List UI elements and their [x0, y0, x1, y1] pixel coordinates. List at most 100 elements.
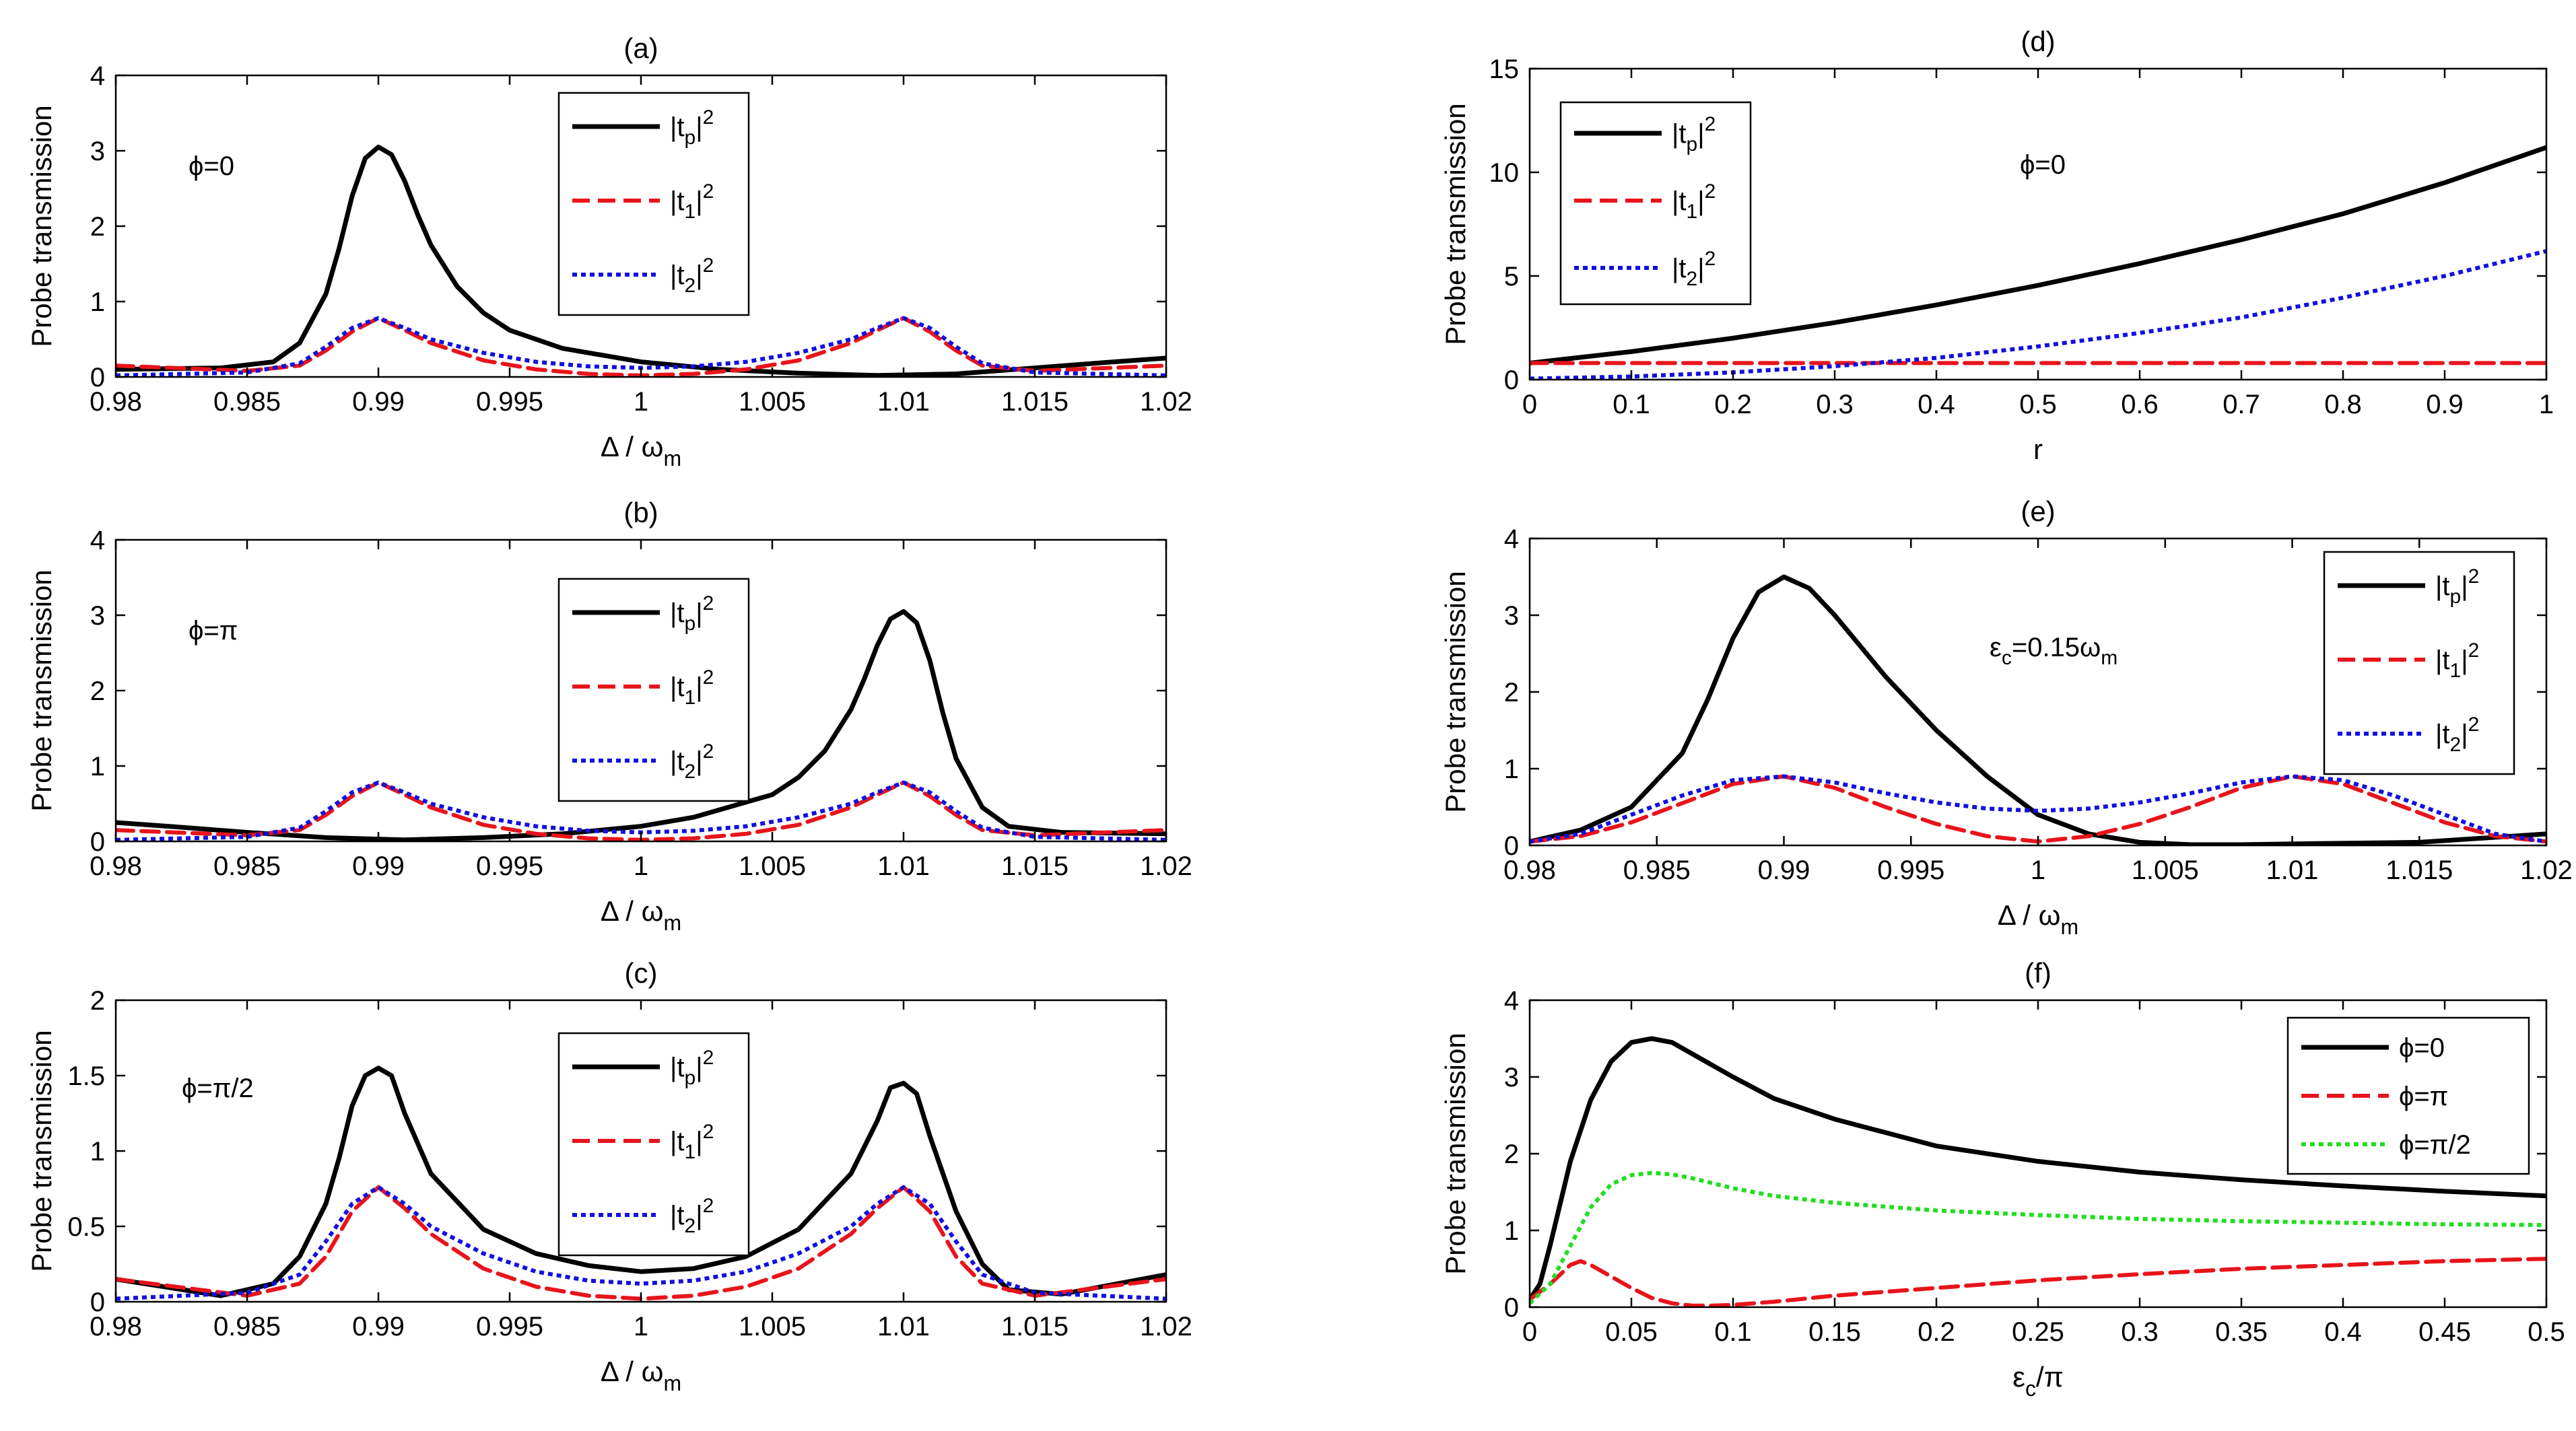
x-tick-label: 1	[634, 387, 648, 417]
x-tick-label: 0.2	[1714, 390, 1752, 419]
y-tick-label: 0	[90, 827, 105, 857]
x-tick-label: 0.985	[1623, 856, 1691, 885]
legend-label: |t2|2	[670, 740, 714, 783]
x-tick-label: 1.005	[739, 1312, 806, 1341]
panel-e: (e) 0.98 0.985 0.99 0.995 1 1.005 1.01 1.015 1.02…	[1439, 495, 2573, 939]
x-tick-label: 0.35	[2215, 1317, 2268, 1347]
x-tick-label: 1	[634, 1312, 648, 1341]
y-axis-label: Probe transmission	[26, 105, 57, 347]
legend-box	[557, 92, 750, 316]
y-tick-label: 1	[1504, 1216, 1519, 1246]
y-tick-label: 2	[1504, 1140, 1519, 1169]
y-tick-label: 1	[90, 287, 105, 317]
legend-box	[557, 1032, 750, 1257]
x-tick-label: 0.995	[476, 851, 543, 881]
x-tick-label: 0.05	[1605, 1317, 1658, 1347]
y-tick-label: 1	[90, 752, 105, 781]
y-tick-label: 0	[1504, 1293, 1519, 1323]
legend-label: ϕ=π/2	[2399, 1130, 2471, 1160]
legend-label: |tp|2	[670, 592, 714, 635]
x-tick-label: 1.015	[1001, 1312, 1069, 1341]
x-tick-label: 0.8	[2324, 390, 2362, 419]
x-tick-label: 0.98	[90, 387, 142, 417]
y-tick-label: 3	[1504, 1063, 1519, 1092]
annotation: ϕ=π/2	[182, 1074, 254, 1103]
y-tick-label: 1	[1504, 755, 1519, 784]
x-tick-label: 1.02	[1140, 1312, 1192, 1341]
series-line-1	[116, 144, 1166, 377]
x-tick-label: 0	[1522, 1317, 1537, 1347]
x-tick-label: 0.1	[1714, 1317, 1752, 1347]
panel-b: (b) 0.98 0.985 0.99 0.995 1 1.005 1.01 1.015 1.02…	[26, 497, 1192, 935]
x-tick-label: 1.01	[877, 387, 930, 417]
x-tick-label: 0.4	[1918, 390, 1955, 419]
x-tick-label: 0.45	[2418, 1317, 2471, 1347]
x-tick-label: 0.99	[352, 851, 405, 881]
y-tick-label: 0	[1504, 365, 1519, 395]
y-tick-label: 0	[1504, 831, 1519, 861]
y-tick-label: 1	[90, 1137, 105, 1166]
legend-label: |tp|2	[2435, 565, 2479, 608]
plot-area	[1530, 145, 2546, 380]
x-tick-label: 0.995	[476, 1312, 543, 1341]
legend: |tp|2 |t1|2 |t2|2	[557, 92, 750, 316]
y-tick-label: 4	[1504, 524, 1519, 554]
annotation: ϕ=π	[189, 616, 238, 645]
y-tick-label: 4	[90, 526, 105, 555]
panel-title: (a)	[623, 32, 658, 64]
x-tick-label: 0.99	[352, 1312, 405, 1341]
x-tick-label: 1	[634, 851, 648, 881]
y-tick-label: 2	[1504, 678, 1519, 707]
panel-f: (f) 0 0.05 0.1 0.15 0.2 0.25 0.3 0.35 0.4 0.45 0.5 0…	[1439, 957, 2565, 1401]
y-tick-label: 15	[1489, 55, 1520, 84]
series-line-1	[116, 608, 1166, 841]
legend-box	[557, 578, 750, 802]
x-tick-label: 1.02	[1140, 851, 1192, 881]
x-tick-label: 0.995	[476, 387, 543, 417]
legend-label: |t1|2	[1672, 180, 1716, 223]
series-line-1	[1530, 1036, 2546, 1302]
y-tick-label: 2	[90, 676, 105, 706]
y-tick-label: 0	[90, 363, 105, 392]
y-tick-label: 0	[90, 1288, 105, 1317]
series-line-3	[1530, 1171, 2546, 1305]
legend-label: |t2|2	[670, 1195, 714, 1237]
x-tick-label: 0.985	[213, 1312, 281, 1341]
legend: |tp|2 |t1|2 |t2|2	[557, 578, 750, 802]
legend: |tp|2 |t1|2 |t2|2	[2323, 551, 2515, 775]
legend: ϕ=0 ϕ=π ϕ=π/2	[2286, 1016, 2530, 1175]
y-tick-label: 2	[90, 986, 105, 1016]
panel-title: (b)	[623, 497, 658, 528]
x-tick-label: 0.9	[2426, 390, 2464, 419]
legend-label: |tp|2	[1672, 113, 1716, 155]
y-tick-label: 3	[1504, 601, 1519, 631]
panel-title: (c)	[625, 957, 658, 989]
panel-title: (e)	[2021, 495, 2055, 527]
x-tick-label: 0.5	[2019, 390, 2057, 419]
legend-box	[2323, 551, 2515, 775]
legend-label: |tp|2	[670, 1047, 714, 1089]
legend-label: ϕ=π	[2399, 1082, 2448, 1111]
legend-label: |t1|2	[2435, 639, 2479, 682]
legend: |tp|2 |t1|2 |t2|2	[557, 1032, 750, 1257]
legend-label: |t2|2	[670, 254, 714, 297]
x-tick-label: 0.15	[1808, 1317, 1861, 1347]
x-tick-label: 0.985	[213, 851, 281, 881]
x-tick-label: 1.015	[1001, 851, 1069, 881]
panel-title: (d)	[2021, 26, 2055, 57]
legend-box	[1559, 101, 1752, 306]
x-tick-label: 0.99	[352, 387, 405, 417]
legend: |tp|2 |t1|2 |t2|2	[1559, 101, 1752, 306]
panel-a: (a) 0.98 0.985 0.99 0.995 1 1.005 1.01 1.015 1.02…	[26, 32, 1192, 470]
x-tick-label: 0.2	[1918, 1317, 1955, 1347]
y-axis-label: Probe transmission	[26, 1030, 57, 1271]
x-tick-label: 0.3	[1816, 390, 1854, 419]
x-tick-label: 0.3	[2121, 1317, 2159, 1347]
x-axis-label: Δ / ωm	[601, 1356, 681, 1395]
x-axis-label: Δ / ωm	[601, 895, 681, 935]
panel-d: (d)0 0.1 0.2 0.3 0.4 0.5 0.6 0.7 0.8 0.9 1051015rP…	[1439, 26, 2554, 465]
annotation: εc=0.15ωm	[1990, 633, 2117, 669]
x-tick-label: 0	[1522, 390, 1537, 419]
x-tick-label: 1.01	[877, 1312, 930, 1341]
